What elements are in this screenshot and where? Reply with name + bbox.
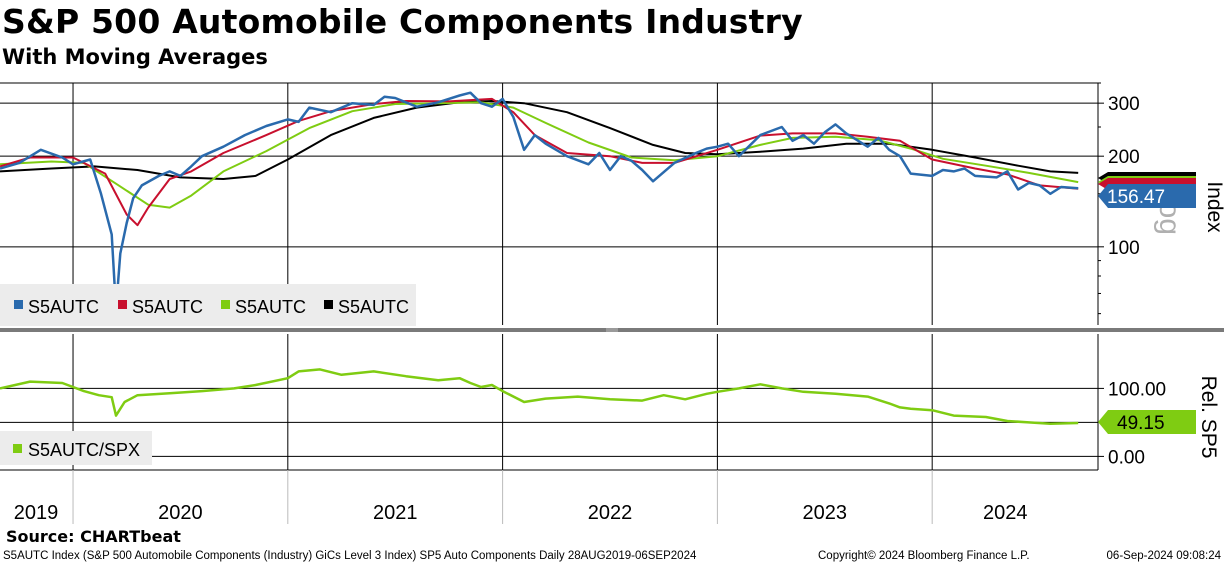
x-label-2022: 2022 bbox=[588, 502, 633, 524]
lower-y-ticks: 100.00 0.00 bbox=[1098, 379, 1166, 468]
series-line-ma_short bbox=[0, 97, 1079, 227]
lower-legend-box bbox=[0, 431, 152, 465]
lower-horizontal-grid bbox=[0, 387, 1098, 457]
x-label-2020: 2020 bbox=[158, 502, 203, 524]
legend-swatch-price bbox=[14, 300, 23, 309]
lower-panel: 100.00 0.00 Rel. SP5 49.15 S5AUTC/SPX bbox=[0, 334, 1220, 470]
series-line-ma_mid bbox=[0, 101, 1079, 209]
legend-swatch-rel bbox=[13, 444, 22, 453]
series-line-price bbox=[0, 91, 1079, 311]
chart-subtitle: With Moving Averages bbox=[2, 45, 268, 69]
legend-label-ma-short: S5AUTC bbox=[132, 297, 203, 317]
lower-ytick-label-0: 0.00 bbox=[1108, 447, 1145, 468]
lower-series-group bbox=[0, 368, 1079, 426]
upper-legend-box bbox=[0, 284, 416, 326]
legend-label-price: S5AUTC bbox=[28, 297, 99, 317]
lower-axis-label: Rel. SP5 bbox=[1197, 376, 1220, 459]
x-axis-ticks bbox=[72, 470, 933, 524]
legend-swatch-ma-long bbox=[324, 300, 333, 309]
lower-vertical-grid bbox=[72, 334, 933, 470]
upper-series-group bbox=[0, 91, 1079, 311]
legend-label-ma-mid: S5AUTC bbox=[235, 297, 306, 317]
legend-swatch-ma-short bbox=[118, 300, 127, 309]
upper-axis-label: Index bbox=[1203, 181, 1224, 233]
x-axis: 2019 2020 2021 2022 2023 2024 bbox=[0, 469, 1098, 524]
footer-copyright: Copyright© 2024 Bloomberg Finance L.P. bbox=[818, 550, 1030, 562]
source-note: Source: CHARTbeat bbox=[6, 527, 181, 546]
x-label-2023: 2023 bbox=[803, 502, 848, 524]
x-label-2019: 2019 bbox=[14, 502, 59, 524]
upper-horizontal-grid bbox=[0, 102, 1098, 248]
series-line-rel bbox=[0, 368, 1079, 426]
upper-y-ticks: 100 200 300 bbox=[1098, 82, 1140, 315]
x-label-2024: 2024 bbox=[983, 502, 1028, 524]
last-value-label-price: 156.47 bbox=[1107, 187, 1165, 208]
upper-ytick-label-100: 100 bbox=[1108, 238, 1140, 259]
upper-ytick-label-200: 200 bbox=[1108, 147, 1140, 168]
last-value-label-rel: 49.15 bbox=[1117, 413, 1165, 434]
legend-swatch-ma-mid bbox=[221, 300, 230, 309]
legend-label-rel: S5AUTC/SPX bbox=[28, 440, 140, 460]
lower-ytick-label-100: 100.00 bbox=[1108, 379, 1166, 400]
panel-separator[interactable] bbox=[0, 328, 1224, 332]
x-label-2021: 2021 bbox=[373, 502, 418, 524]
last-value-tag-price bbox=[1098, 184, 1196, 208]
upper-ytick-label-300: 300 bbox=[1108, 94, 1140, 115]
footer-timestamp: 06-Sep-2024 09:08:24 bbox=[1106, 550, 1221, 562]
chart-title: S&P 500 Automobile Components Industry bbox=[2, 2, 803, 41]
footer-description: S5AUTC Index (S&P 500 Automobile Compone… bbox=[3, 550, 697, 562]
last-value-tag-rel bbox=[1098, 410, 1196, 434]
x-axis-labels: 2019 2020 2021 2022 2023 2024 bbox=[14, 502, 1028, 524]
legend-label-ma-long: S5AUTC bbox=[338, 297, 409, 317]
